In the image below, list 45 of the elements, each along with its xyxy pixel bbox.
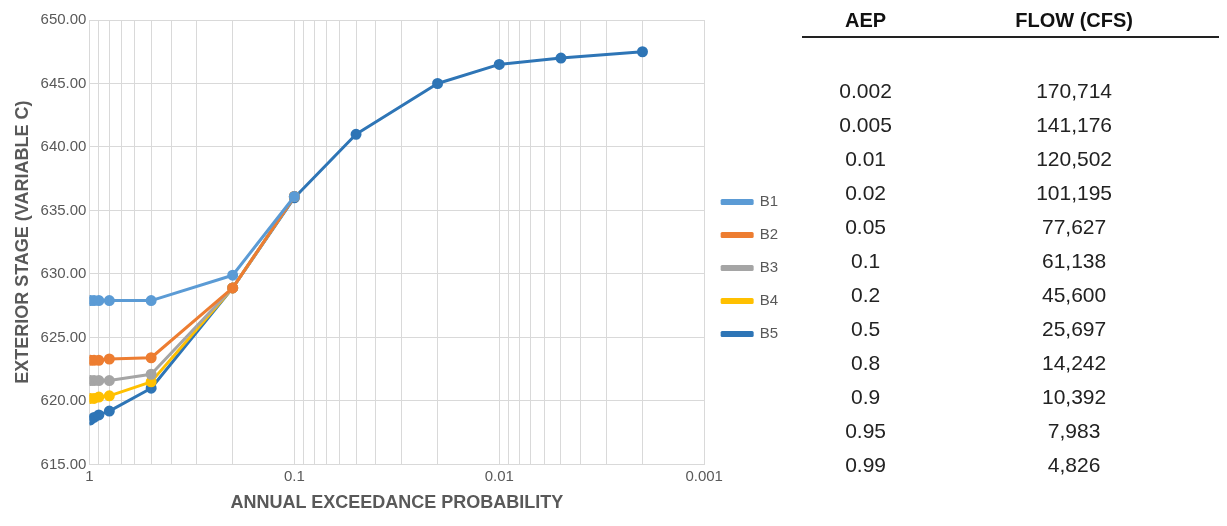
text: FLOW (CFS) [929,8,1219,37]
legend-label: B2 [759,225,779,243]
y-tick-label: 650.00 [40,10,87,28]
legend-label: B4 [759,291,779,309]
category-label: 0.9 [850,384,882,410]
text: 10,392 [1040,384,1108,410]
text: 7,983 [1046,418,1102,444]
text: 25,697 [1040,316,1108,342]
x-tick-label: 0.001 [685,466,723,484]
x-axis-title: ANNUAL EXCEEDANCE PROBABILITY [230,492,564,513]
x-tick-label: 0.01 [484,466,514,484]
y-tick-label: 640.00 [40,137,87,155]
legend-label: B1 [759,192,779,210]
category-label: 0.1 [850,248,882,274]
category-label: 0.95 [844,418,888,444]
category-label: 0.2 [850,282,882,308]
text: 14,242 [1040,350,1108,376]
legend-label: B3 [759,258,779,276]
y-tick-label: 615.00 [40,454,87,472]
text: 77,627 [1040,214,1108,240]
text: AEP [802,8,930,37]
text: 61,138 [1040,248,1108,274]
text: 141,176 [1035,112,1114,138]
category-label: 0.8 [850,350,882,376]
category-label: 0.02 [844,180,888,206]
x-tick-label: 1 [85,466,94,484]
y-tick-label: 630.00 [40,264,87,282]
text: 120,502 [1035,146,1114,172]
category-label: 0.5 [850,316,882,342]
category-label: 0.005 [838,112,893,138]
x-tick-label: 0.1 [283,466,305,484]
text: 101,195 [1035,180,1114,206]
y-tick-label: 645.00 [40,73,87,91]
text: 170,714 [1035,78,1114,104]
y-tick-label: 625.00 [40,327,87,345]
y-tick-label: 635.00 [40,200,87,218]
category-label: 0.002 [838,78,893,104]
y-axis-title: EXTERIOR STAGE (VARIABLE C) [11,100,32,384]
category-label: 0.99 [844,452,888,478]
category-label: 0.01 [844,146,888,172]
text: 4,826 [1046,452,1102,478]
legend-label: B5 [759,324,779,342]
text: 45,600 [1040,282,1108,308]
category-label: 0.05 [844,214,888,240]
y-tick-label: 620.00 [40,391,87,409]
